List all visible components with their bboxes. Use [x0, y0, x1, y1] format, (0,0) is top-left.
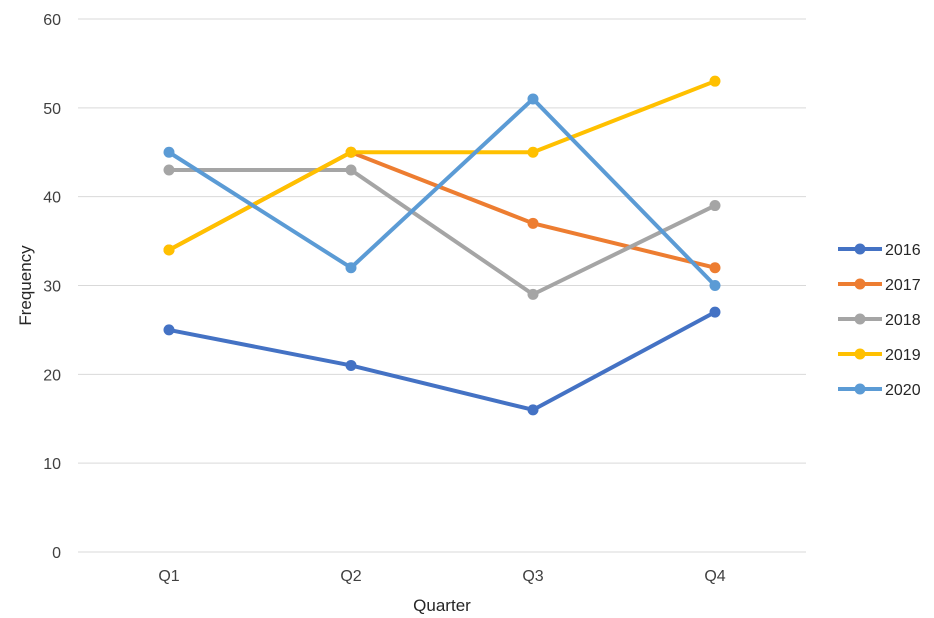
legend-item-2016: 2016	[838, 242, 921, 259]
data-point-2018-Q1	[163, 164, 175, 176]
data-point-2016-Q4	[709, 306, 721, 318]
gridlines	[78, 18, 806, 553]
legend-item-2018: 2018	[838, 312, 921, 329]
x-tick-label: Q3	[522, 568, 543, 585]
legend-swatch-marker	[854, 313, 866, 325]
x-axis-title: Quarter	[413, 596, 471, 615]
series-2019	[163, 75, 721, 256]
x-tick-label: Q1	[158, 568, 179, 585]
x-tick-label: Q2	[340, 568, 361, 585]
legend-label: 2019	[885, 347, 921, 364]
data-point-2020-Q2	[345, 262, 357, 274]
series-2016	[163, 306, 721, 416]
data-point-2016-Q1	[163, 324, 175, 336]
series-line-2019	[167, 79, 717, 252]
data-point-2018-Q3	[527, 288, 539, 300]
series-2018	[163, 164, 721, 300]
y-tick-label: 60	[43, 12, 61, 29]
data-point-2019-Q4	[709, 75, 721, 87]
data-point-2016-Q3	[527, 404, 539, 416]
legend-swatch-marker	[854, 278, 866, 290]
legend-swatch-marker	[854, 348, 866, 360]
legend-item-2017: 2017	[838, 277, 921, 294]
y-tick-label: 40	[43, 190, 61, 207]
legend-label: 2016	[885, 242, 921, 259]
data-point-2020-Q4	[709, 280, 721, 291]
legend: 2016 2017 2018 2019 2020	[838, 242, 921, 399]
series-line-2020	[167, 96, 717, 288]
x-tick-label: Q4	[704, 568, 725, 585]
y-axis-ticks: 0 10 20 30 40 50 60	[43, 12, 61, 562]
data-point-2020-Q3	[527, 93, 539, 105]
data-point-2019-Q1	[163, 244, 175, 256]
legend-swatch-marker	[854, 383, 866, 395]
y-tick-label: 10	[43, 456, 61, 473]
legend-item-2019: 2019	[838, 347, 921, 364]
legend-label: 2018	[885, 312, 921, 329]
data-point-2017-Q3	[527, 217, 539, 229]
legend-item-2020: 2020	[838, 382, 921, 399]
data-point-2018-Q4	[709, 200, 721, 212]
legend-swatch-marker	[854, 243, 866, 255]
y-tick-label: 0	[52, 545, 61, 562]
data-point-2020-Q1	[163, 146, 175, 158]
data-point-2019-Q3	[527, 146, 539, 158]
y-tick-label: 30	[43, 279, 61, 296]
data-point-2017-Q4	[709, 262, 721, 274]
series-line-2016	[167, 310, 717, 412]
series-layer	[163, 75, 721, 416]
series-line-2018	[167, 168, 717, 297]
x-axis-ticks: Q1 Q2 Q3 Q4	[158, 568, 725, 585]
data-point-2016-Q2	[345, 359, 357, 371]
legend-label: 2017	[885, 277, 921, 294]
y-axis-title: Frequency	[16, 245, 35, 326]
y-tick-label: 50	[43, 101, 61, 118]
y-tick-label: 20	[43, 367, 61, 384]
legend-label: 2020	[885, 382, 921, 399]
series-2020	[163, 93, 721, 291]
data-point-2018-Q2	[345, 164, 357, 176]
data-point-2019-Q2	[345, 146, 357, 158]
